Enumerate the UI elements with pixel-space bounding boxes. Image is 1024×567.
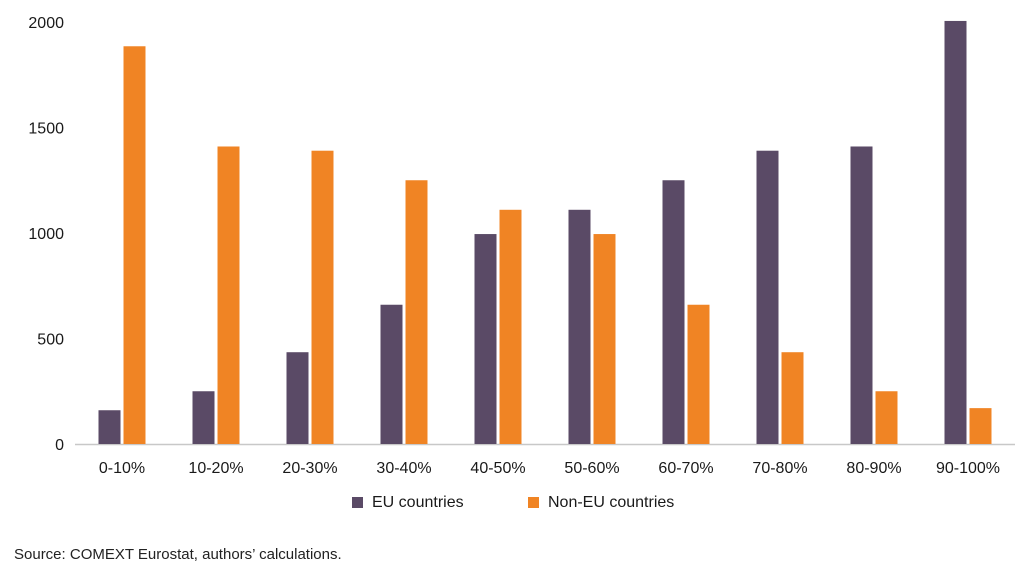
x-tick-label: 80-90% — [846, 460, 901, 477]
x-tick-label: 0-10% — [99, 460, 145, 477]
bar-eu — [568, 209, 591, 444]
bar-non-eu — [405, 180, 428, 444]
bar-non-eu — [593, 234, 616, 444]
x-axis-ticks: 0-10% 10-20% 20-30% 30-40% 40-50% 50-60% 60-70… — [99, 460, 1000, 477]
bar-eu — [474, 234, 497, 444]
bar-eu — [98, 410, 121, 444]
legend-swatch — [528, 497, 539, 508]
bar-non-eu — [123, 46, 146, 444]
bar-chart: 0 500 1000 1500 2000 0-10% 10-20% 20-30% 30-40%… — [28, 15, 1015, 511]
y-tick-label: 2000 — [28, 15, 64, 32]
bars — [98, 20, 992, 445]
bar-non-eu — [781, 352, 804, 444]
legend: EU countries Non-EU countries — [352, 494, 674, 511]
y-tick-label: 500 — [37, 332, 64, 349]
x-tick-label: 30-40% — [376, 460, 431, 477]
legend-swatch — [352, 497, 363, 508]
x-tick-label: 90-100% — [936, 460, 1000, 477]
bar-eu — [380, 304, 403, 444]
y-tick-label: 0 — [55, 437, 64, 454]
bar-eu — [286, 352, 309, 444]
bar-non-eu — [687, 304, 710, 444]
x-tick-label: 40-50% — [470, 460, 525, 477]
chart-svg: 0 500 1000 1500 2000 0-10% 10-20% 20-30% 30-40%… — [28, 15, 1015, 511]
bar-eu — [944, 20, 967, 444]
bar-non-eu — [311, 150, 334, 444]
y-tick-label: 1500 — [28, 121, 64, 138]
bar-non-eu — [969, 408, 992, 444]
bar-non-eu — [875, 391, 898, 444]
bar-eu — [850, 146, 873, 445]
legend-label: Non-EU countries — [548, 494, 674, 511]
x-tick-label: 60-70% — [658, 460, 713, 477]
y-tick-label: 1000 — [28, 226, 64, 243]
bar-eu — [662, 180, 685, 444]
bar-non-eu — [217, 146, 240, 445]
x-tick-label: 70-80% — [752, 460, 807, 477]
x-tick-label: 10-20% — [188, 460, 243, 477]
legend-label: EU countries — [372, 494, 464, 511]
bar-eu — [192, 391, 215, 444]
x-tick-label: 50-60% — [564, 460, 619, 477]
bar-eu — [756, 150, 779, 444]
source-note: Source: COMEXT Eurostat, authors’ calcul… — [14, 546, 342, 563]
y-axis-ticks: 0 500 1000 1500 2000 — [28, 15, 64, 454]
bar-non-eu — [499, 209, 522, 444]
x-tick-label: 20-30% — [282, 460, 337, 477]
